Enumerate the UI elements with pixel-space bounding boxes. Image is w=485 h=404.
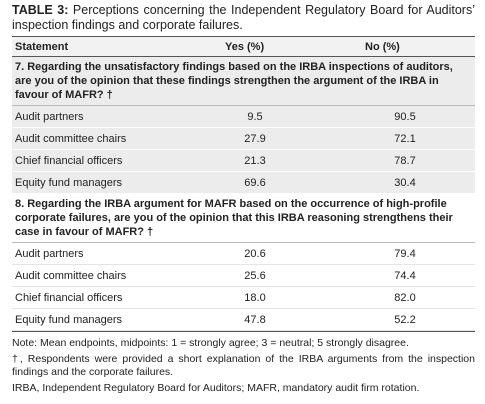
cell: 30.4 [394, 176, 416, 189]
cell: 47.8 [244, 313, 266, 326]
cell: 78.7 [394, 154, 416, 167]
caption-label: TABLE 3: [12, 3, 69, 17]
cell: Chief financial officers [15, 154, 123, 167]
caption-text: Perceptions concerning the Independent R… [12, 3, 475, 32]
cell: 21.3 [244, 154, 266, 167]
header-cell: Yes (%) [225, 40, 265, 53]
question: 8. Regarding the IRBA argument for MAFR … [12, 194, 475, 243]
data-row: Chief financial officers 18.0 82.0 [12, 287, 475, 309]
cell: 52.2 [394, 313, 416, 326]
cell: 27.9 [244, 132, 266, 145]
header-cell: No (%) [365, 40, 400, 53]
cell: 9.5 [247, 110, 263, 123]
cell: Equity fund managers [15, 176, 123, 189]
data-row: Equity fund managers 69.6 30.4 [12, 172, 475, 194]
cell: 25.6 [244, 269, 266, 282]
cell: 79.4 [394, 247, 416, 260]
data-row: Audit partners 20.6 79.4 [12, 243, 475, 265]
cell: Audit committee chairs [15, 132, 127, 145]
cell: 69.6 [244, 176, 266, 189]
cell: 82.0 [394, 291, 416, 304]
data-row: Equity fund managers 47.8 52.2 [12, 309, 475, 331]
cell: 74.4 [394, 269, 416, 282]
question: 7. Regarding the unsatisfactory findings… [12, 57, 475, 106]
notes: Note: Mean endpoints, midpoints: 1 = str… [12, 337, 475, 395]
caption: TABLE 3: Perceptions concerning the Inde… [12, 3, 475, 33]
cell: Audit partners [15, 110, 84, 123]
cell: Chief financial officers [15, 291, 123, 304]
cell: 18.0 [244, 291, 266, 304]
cell: 72.1 [394, 132, 416, 145]
cell: 90.5 [394, 110, 416, 123]
note: Note: Mean endpoints, midpoints: 1 = str… [12, 337, 409, 349]
cell: 20.6 [244, 247, 266, 260]
data-row: Audit committee chairs 27.9 72.1 [12, 128, 475, 150]
note: †, Respondents were provided a short exp… [12, 353, 475, 378]
cell: Audit partners [15, 247, 84, 260]
data-row: Audit partners 9.5 90.5 [12, 106, 475, 128]
header-cell: Statement [15, 40, 69, 53]
data-row: Chief financial officers 21.3 78.7 [12, 150, 475, 172]
header-row: Statement Yes (%) No (%) [12, 37, 475, 57]
section: 8. Regarding the IRBA argument for MAFR … [12, 194, 475, 331]
data-row: Audit committee chairs 25.6 74.4 [12, 265, 475, 287]
cell: Equity fund managers [15, 313, 123, 326]
section: 7. Regarding the unsatisfactory findings… [12, 57, 475, 194]
table: Statement Yes (%) No (%) 7. Regarding the u… [12, 36, 475, 332]
note: IRBA, Independent Regulatory Board for A… [12, 382, 420, 394]
cell: Audit committee chairs [15, 269, 127, 282]
